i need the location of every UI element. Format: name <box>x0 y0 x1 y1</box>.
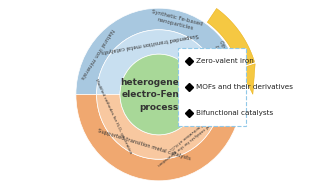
Text: Synthetic Fe-based
nanoparticles: Synthetic Fe-based nanoparticles <box>149 10 203 33</box>
Wedge shape <box>97 94 221 159</box>
Text: Other transition metals and
poly-metallic composites: Other transition metals and poly-metalli… <box>213 40 243 103</box>
Circle shape <box>120 54 198 135</box>
Polygon shape <box>207 9 255 67</box>
Wedge shape <box>97 30 221 94</box>
Wedge shape <box>76 8 242 94</box>
Text: heterogeneous
electro-Fenton
process: heterogeneous electro-Fenton process <box>120 77 197 112</box>
Text: MOFs and their derivatives: MOFs and their derivatives <box>196 84 293 90</box>
Text: Suspended transition metal catalysts: Suspended transition metal catalysts <box>101 32 199 54</box>
Wedge shape <box>76 94 242 181</box>
Text: Natural iron minerals: Natural iron minerals <box>79 28 114 80</box>
Text: Zero-valent iron: Zero-valent iron <box>196 58 254 64</box>
Text: Bifunctional catalysts: Bifunctional catalysts <box>196 110 273 116</box>
Text: Bifunctional catalysts for the generation
and activation of H₂O₂: Bifunctional catalysts for the generatio… <box>153 106 226 166</box>
Text: Supported transition metal catalysts: Supported transition metal catalysts <box>97 128 191 161</box>
Text: Modified cathodes for H₂O₂ generation: Modified cathodes for H₂O₂ generation <box>94 78 132 155</box>
FancyBboxPatch shape <box>178 48 246 126</box>
Polygon shape <box>240 64 255 94</box>
